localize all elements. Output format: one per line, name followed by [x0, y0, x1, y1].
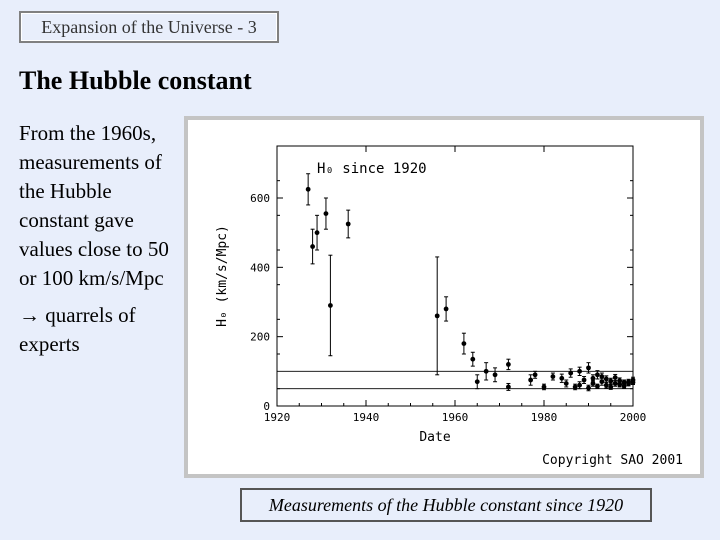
data-point: [612, 381, 618, 386]
body-paragraph: From the 1960s, measurements of the Hubb…: [19, 121, 169, 290]
x-tick-label: 1920: [264, 411, 291, 424]
chart-copyright: Copyright SAO 2001: [542, 453, 683, 468]
data-point: [563, 381, 569, 386]
data-point: [568, 370, 574, 376]
data-point: [541, 384, 547, 390]
data-point: [461, 341, 467, 346]
data-point: [586, 385, 591, 391]
y-tick-label: 400: [250, 261, 270, 274]
data-point: [492, 372, 498, 378]
data-point: [577, 368, 582, 374]
data-point: [581, 377, 587, 383]
data-point: [603, 376, 609, 382]
data-point: [590, 381, 596, 386]
y-tick-label: 600: [250, 192, 270, 205]
data-point: [608, 378, 614, 384]
y-tick-label: 200: [250, 331, 270, 344]
data-point: [590, 375, 596, 381]
slide-section-label: Expansion of the Universe - 3: [19, 11, 279, 43]
data-point: [612, 375, 618, 380]
data-point: [474, 379, 480, 385]
data-point: [550, 374, 556, 379]
data-point: [559, 375, 565, 381]
body-paragraph-conclusion: → quarrels of experts: [19, 303, 136, 356]
data-point: [314, 230, 320, 236]
data-point: [305, 186, 311, 192]
data-point: [434, 313, 440, 319]
data-point: [595, 383, 600, 389]
data-point: [532, 372, 538, 378]
y-tick-label: 0: [263, 400, 270, 413]
data-point: [617, 378, 623, 384]
slide-body: From the 1960s, measurements of the Hubb…: [19, 119, 179, 359]
data-point: [506, 362, 511, 367]
data-point: [310, 244, 315, 249]
chart-frame: 1920 1940 1960 1980 2000 0 200 400 600 H₀ since 1…: [184, 116, 704, 478]
data-point: [626, 381, 631, 387]
x-tick-label: 2000: [620, 411, 647, 424]
data-point: [603, 382, 609, 388]
data-point: [345, 221, 351, 227]
data-point: [506, 384, 511, 390]
data-point: [621, 383, 627, 389]
data-point: [577, 382, 582, 388]
data-point: [595, 372, 600, 378]
data-point: [483, 368, 489, 374]
slide-title: The Hubble constant: [19, 66, 252, 95]
figure-caption: Measurements of the Hubble constant sinc…: [240, 488, 652, 522]
data-point: [608, 384, 614, 390]
data-point: [328, 303, 333, 308]
y-axis-label: H₀ (km/s/Mpc): [215, 225, 230, 327]
x-axis-label: Date: [419, 430, 450, 445]
x-tick-label: 1960: [442, 411, 469, 424]
data-point: [572, 384, 578, 390]
data-point: [599, 379, 605, 385]
data-point: [630, 377, 636, 383]
data-point: [586, 365, 591, 371]
data-point: [443, 306, 449, 312]
x-tick-label: 1980: [531, 411, 558, 424]
data-point: [470, 356, 476, 362]
data-point: [528, 377, 534, 383]
chart-title: H₀ since 1920: [317, 161, 427, 177]
x-tick-label: 1940: [353, 411, 380, 424]
data-point: [599, 374, 605, 379]
data-point: [323, 211, 329, 216]
hubble-constant-chart: 1920 1940 1960 1980 2000 0 200 400 600 H₀ since 1…: [215, 145, 683, 468]
